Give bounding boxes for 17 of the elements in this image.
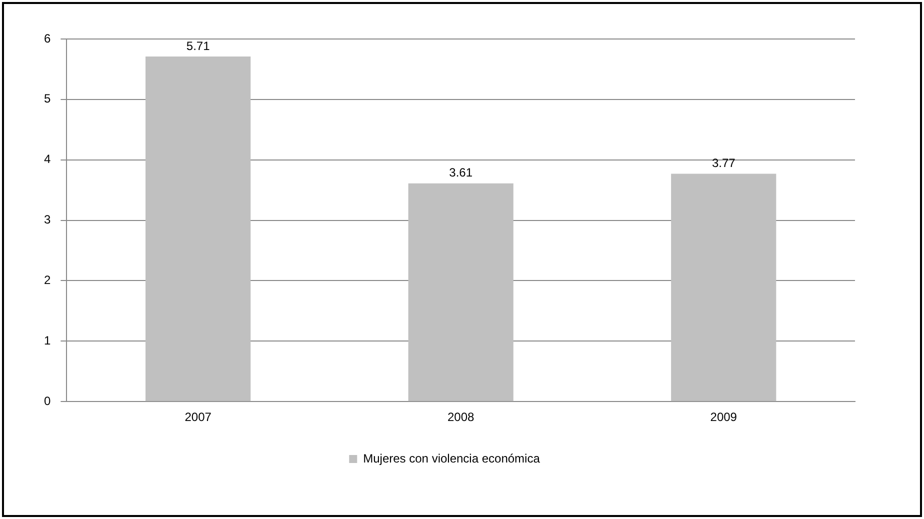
bar <box>408 183 514 402</box>
x-tick-label: 2008 <box>447 410 475 424</box>
y-tick-label: 1 <box>44 333 51 348</box>
data-label: 5.71 <box>186 38 210 53</box>
data-label: 3.61 <box>449 166 473 180</box>
y-tick-label: 6 <box>44 31 51 46</box>
data-label: 3.77 <box>712 156 736 170</box>
x-tick-label: 2007 <box>184 410 212 424</box>
y-tick-label: 4 <box>44 152 51 166</box>
x-tick-label: 2009 <box>710 410 738 424</box>
bar <box>146 56 251 402</box>
y-tick-label: 2 <box>44 273 51 288</box>
y-tick-label: 3 <box>44 212 51 227</box>
legend-label: Mujeres con violencia económica <box>363 451 540 466</box>
bar <box>671 174 776 402</box>
y-tick-label: 0 <box>44 394 51 408</box>
y-tick-label: 5 <box>44 92 51 106</box>
